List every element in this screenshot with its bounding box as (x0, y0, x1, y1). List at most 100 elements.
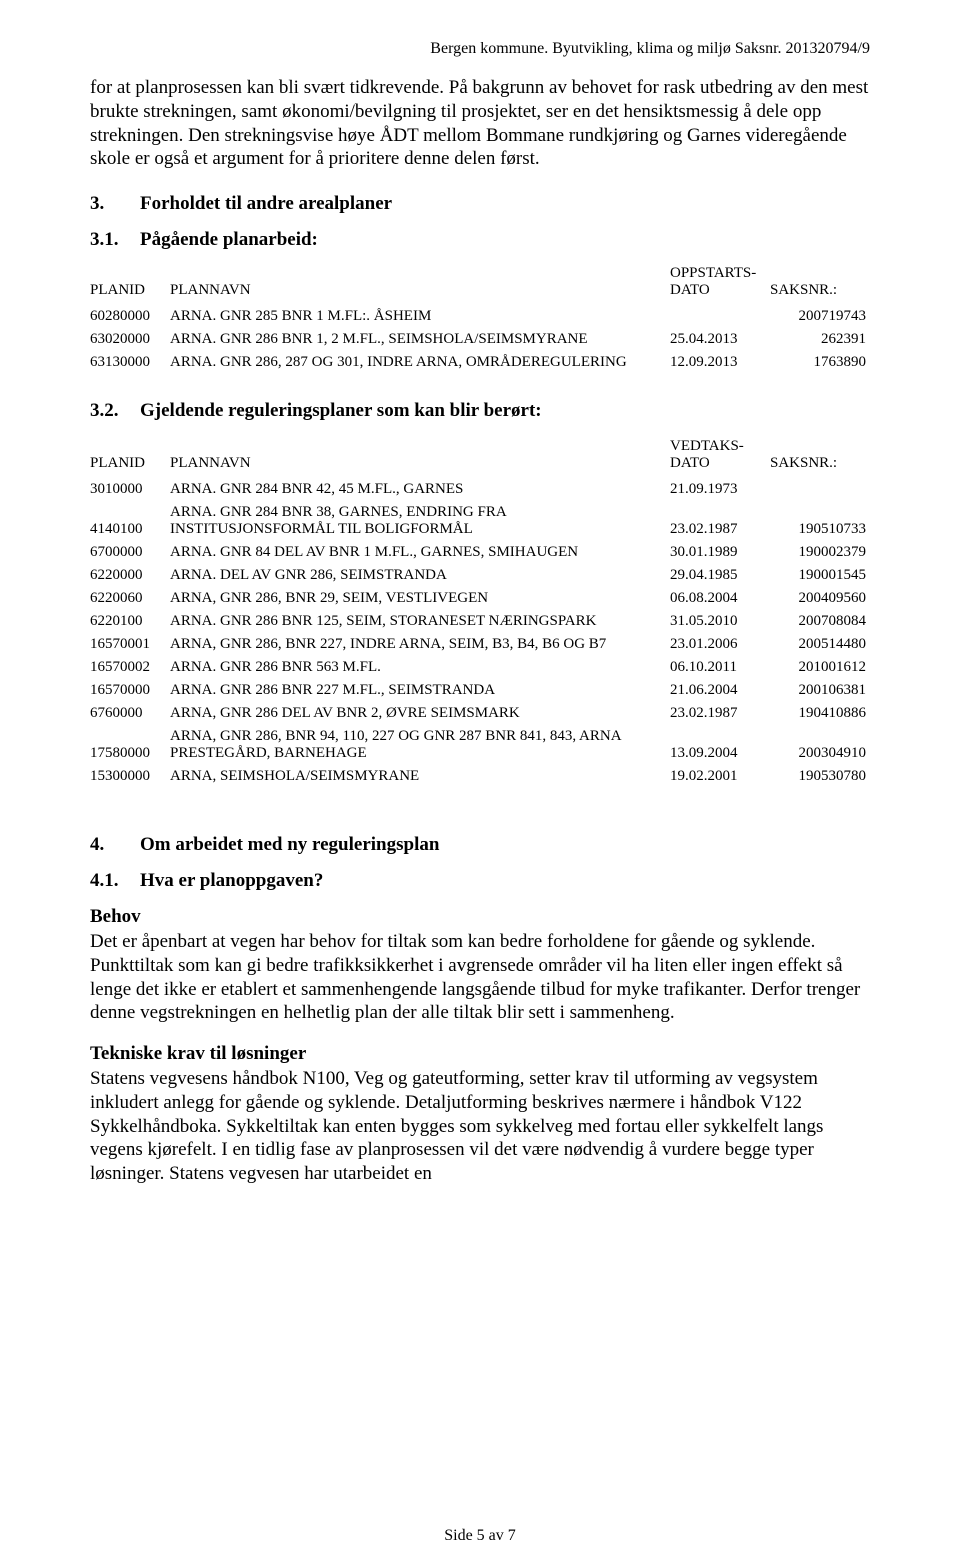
cell-plannavn: ARNA. GNR 286 BNR 227 M.FL., SEIMSTRANDA (170, 679, 670, 702)
cell-plannavn: ARNA. GNR 286 BNR 1, 2 M.FL., SEIMSHOLA/… (170, 328, 670, 351)
cell-planid: 6220060 (90, 587, 170, 610)
cell-dato: 21.09.1973 (670, 478, 770, 501)
section-3-number: 3. (90, 193, 140, 215)
cell-dato: 12.09.2013 (670, 351, 770, 374)
table-header-row: PLANID PLANNAVN OPPSTARTS-DATO SAKSNR.: (90, 263, 870, 305)
behov-heading: Behov (90, 906, 870, 928)
section-4-1-number: 4.1. (90, 870, 140, 892)
cell-planid: 16570000 (90, 679, 170, 702)
cell-plannavn: ARNA. GNR 284 BNR 42, 45 M.FL., GARNES (170, 478, 670, 501)
table-row: 16570002ARNA. GNR 286 BNR 563 M.FL.06.10… (90, 656, 870, 679)
cell-saksnr: 190510733 (770, 501, 870, 541)
section-3-2-number: 3.2. (90, 400, 140, 422)
section-3-2-title: Gjeldende reguleringsplaner som kan blir… (140, 400, 542, 421)
table-row: 16570001ARNA, GNR 286, BNR 227, INDRE AR… (90, 633, 870, 656)
section-3-1-title: Pågående planarbeid: (140, 229, 318, 250)
cell-plannavn: ARNA, SEIMSHOLA/SEIMSMYRANE (170, 765, 670, 788)
table-row: 6220060ARNA, GNR 286, BNR 29, SEIM, VEST… (90, 587, 870, 610)
header-text: Bergen kommune. Byutvikling, klima og mi… (90, 40, 870, 58)
cell-planid: 63130000 (90, 351, 170, 374)
cell-saksnr: 1763890 (770, 351, 870, 374)
page-footer: Side 5 av 7 (90, 1527, 870, 1545)
cell-saksnr: 190002379 (770, 541, 870, 564)
col-plannavn-header: PLANNAVN (170, 436, 670, 478)
cell-dato: 25.04.2013 (670, 328, 770, 351)
cell-dato: 19.02.2001 (670, 765, 770, 788)
cell-dato: 21.06.2004 (670, 679, 770, 702)
cell-planid: 3010000 (90, 478, 170, 501)
table-row: 3010000ARNA. GNR 284 BNR 42, 45 M.FL., G… (90, 478, 870, 501)
cell-planid: 4140100 (90, 501, 170, 541)
cell-planid: 6760000 (90, 702, 170, 725)
cell-dato: 23.02.1987 (670, 702, 770, 725)
cell-saksnr: 200409560 (770, 587, 870, 610)
cell-plannavn: ARNA. DEL AV GNR 286, SEIMSTRANDA (170, 564, 670, 587)
section-4-title: Om arbeidet med ny reguleringsplan (140, 834, 439, 855)
table-row: 6220000ARNA. DEL AV GNR 286, SEIMSTRANDA… (90, 564, 870, 587)
section-3-1-heading: 3.1.Pågående planarbeid: (90, 229, 870, 251)
cell-planid: 15300000 (90, 765, 170, 788)
cell-plannavn: ARNA, GNR 286, BNR 227, INDRE ARNA, SEIM… (170, 633, 670, 656)
cell-planid: 16570002 (90, 656, 170, 679)
cell-dato: 06.08.2004 (670, 587, 770, 610)
cell-saksnr (770, 478, 870, 501)
document-page: Bergen kommune. Byutvikling, klima og mi… (0, 0, 960, 1565)
cell-plannavn: ARNA, GNR 286 DEL AV BNR 2, ØVRE SEIMSMA… (170, 702, 670, 725)
cell-dato: 23.01.2006 (670, 633, 770, 656)
table-row: 63020000ARNA. GNR 286 BNR 1, 2 M.FL., SE… (90, 328, 870, 351)
section-3-heading: 3.Forholdet til andre arealplaner (90, 193, 870, 215)
col-planid-header: PLANID (90, 436, 170, 478)
col-dato-header: VEDTAKS-DATO (670, 436, 770, 478)
behov-paragraph: Det er åpenbart at vegen har behov for t… (90, 930, 870, 1025)
col-saksnr-header: SAKSNR.: (770, 263, 870, 305)
cell-dato: 31.05.2010 (670, 610, 770, 633)
cell-plannavn: ARNA. GNR 286 BNR 563 M.FL. (170, 656, 670, 679)
cell-plannavn: ARNA. GNR 286, 287 OG 301, INDRE ARNA, O… (170, 351, 670, 374)
col-saksnr-header: SAKSNR.: (770, 436, 870, 478)
table-row: 6760000ARNA, GNR 286 DEL AV BNR 2, ØVRE … (90, 702, 870, 725)
cell-planid: 6700000 (90, 541, 170, 564)
section-3-1-number: 3.1. (90, 229, 140, 251)
cell-dato: 06.10.2011 (670, 656, 770, 679)
tekniske-heading: Tekniske krav til løsninger (90, 1043, 870, 1065)
table-row: 4140100ARNA. GNR 284 BNR 38, GARNES, END… (90, 501, 870, 541)
section-4-1-heading: 4.1.Hva er planoppgaven? (90, 870, 870, 892)
cell-plannavn: ARNA. GNR 286 BNR 125, SEIM, STORANESET … (170, 610, 670, 633)
table-row: 15300000ARNA, SEIMSHOLA/SEIMSMYRANE19.02… (90, 765, 870, 788)
cell-planid: 63020000 (90, 328, 170, 351)
cell-dato: 29.04.1985 (670, 564, 770, 587)
cell-dato: 13.09.2004 (670, 725, 770, 765)
cell-saksnr: 190530780 (770, 765, 870, 788)
cell-dato: 30.01.1989 (670, 541, 770, 564)
cell-dato: 23.02.1987 (670, 501, 770, 541)
section-4-number: 4. (90, 834, 140, 856)
col-planid-header: PLANID (90, 263, 170, 305)
col-plannavn-header: PLANNAVN (170, 263, 670, 305)
cell-saksnr: 200106381 (770, 679, 870, 702)
ongoing-plans-table: PLANID PLANNAVN OPPSTARTS-DATO SAKSNR.: … (90, 263, 870, 374)
cell-saksnr: 200514480 (770, 633, 870, 656)
cell-planid: 17580000 (90, 725, 170, 765)
cell-plannavn: ARNA. GNR 284 BNR 38, GARNES, ENDRING FR… (170, 501, 670, 541)
cell-plannavn: ARNA, GNR 286, BNR 29, SEIM, VESTLIVEGEN (170, 587, 670, 610)
cell-saksnr: 201001612 (770, 656, 870, 679)
section-3-2-heading: 3.2.Gjeldende reguleringsplaner som kan … (90, 400, 870, 422)
table-row: 60280000ARNA. GNR 285 BNR 1 M.FL:. ÅSHEI… (90, 305, 870, 328)
cell-plannavn: ARNA. GNR 285 BNR 1 M.FL:. ÅSHEIM (170, 305, 670, 328)
intro-paragraph: for at planprosessen kan bli svært tidkr… (90, 76, 870, 171)
cell-saksnr: 190410886 (770, 702, 870, 725)
table-header-row: PLANID PLANNAVN VEDTAKS-DATO SAKSNR.: (90, 436, 870, 478)
section-4-1-title: Hva er planoppgaven? (140, 870, 323, 891)
cell-saksnr: 200708084 (770, 610, 870, 633)
cell-saksnr: 200719743 (770, 305, 870, 328)
section-3-title: Forholdet til andre arealplaner (140, 193, 392, 214)
current-plans-table: PLANID PLANNAVN VEDTAKS-DATO SAKSNR.: 30… (90, 436, 870, 788)
cell-planid: 6220100 (90, 610, 170, 633)
table-row: 63130000ARNA. GNR 286, 287 OG 301, INDRE… (90, 351, 870, 374)
table-row: 6700000ARNA. GNR 84 DEL AV BNR 1 M.FL., … (90, 541, 870, 564)
table-row: 6220100ARNA. GNR 286 BNR 125, SEIM, STOR… (90, 610, 870, 633)
cell-dato (670, 305, 770, 328)
cell-plannavn: ARNA. GNR 84 DEL AV BNR 1 M.FL., GARNES,… (170, 541, 670, 564)
cell-planid: 6220000 (90, 564, 170, 587)
cell-plannavn: ARNA, GNR 286, BNR 94, 110, 227 OG GNR 2… (170, 725, 670, 765)
